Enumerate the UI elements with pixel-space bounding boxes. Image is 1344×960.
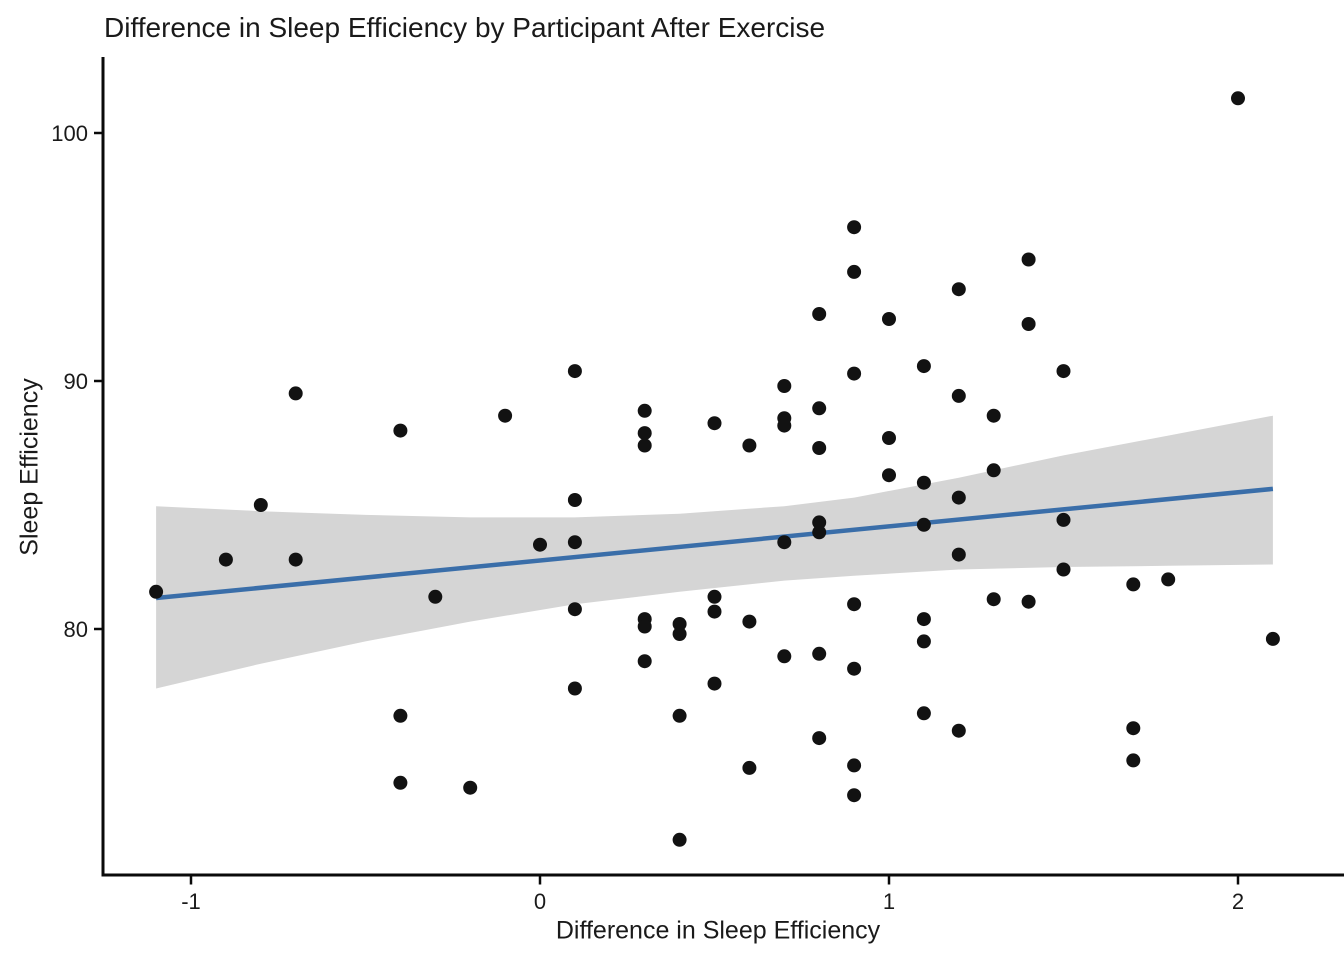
data-point bbox=[637, 654, 652, 669]
data-point bbox=[951, 547, 966, 562]
data-point bbox=[1161, 572, 1176, 587]
data-point bbox=[847, 758, 862, 773]
data-point bbox=[882, 312, 896, 326]
data-point bbox=[1126, 577, 1141, 592]
data-point bbox=[847, 661, 862, 676]
data-point bbox=[707, 416, 722, 431]
data-point bbox=[812, 515, 827, 530]
data-point bbox=[1021, 594, 1036, 609]
data-point bbox=[533, 537, 547, 552]
y-tick-label: 90 bbox=[64, 369, 88, 394]
data-point bbox=[777, 649, 792, 664]
data-point bbox=[567, 364, 582, 379]
data-point bbox=[742, 438, 757, 453]
data-point bbox=[812, 401, 827, 416]
data-point bbox=[986, 408, 1001, 423]
data-point bbox=[777, 418, 792, 433]
data-point bbox=[498, 408, 513, 423]
data-point bbox=[812, 441, 827, 455]
data-point bbox=[951, 490, 966, 505]
data-point bbox=[1265, 631, 1280, 646]
x-tick-label: -1 bbox=[181, 889, 201, 914]
x-tick-label: 1 bbox=[883, 889, 895, 914]
data-point bbox=[742, 760, 757, 775]
data-point bbox=[1126, 721, 1141, 736]
data-point bbox=[742, 614, 757, 629]
data-point bbox=[916, 634, 931, 649]
data-point bbox=[812, 731, 827, 746]
data-point bbox=[986, 592, 1001, 607]
data-point bbox=[951, 723, 966, 738]
x-tick-label: 2 bbox=[1232, 889, 1244, 914]
data-point bbox=[672, 832, 687, 847]
data-point bbox=[672, 708, 687, 723]
data-point bbox=[637, 619, 652, 634]
data-point bbox=[637, 426, 652, 441]
data-point bbox=[637, 438, 652, 453]
data-point bbox=[1021, 252, 1036, 267]
data-point bbox=[1231, 91, 1245, 106]
data-point bbox=[777, 535, 792, 550]
regression-line bbox=[155, 486, 1274, 601]
data-point bbox=[288, 552, 303, 567]
data-point bbox=[1056, 364, 1071, 379]
x-tick-label: 0 bbox=[534, 889, 546, 914]
data-point bbox=[916, 517, 931, 532]
data-point bbox=[1126, 753, 1141, 768]
data-point bbox=[916, 706, 931, 721]
data-point bbox=[916, 475, 931, 490]
data-point bbox=[672, 617, 687, 631]
data-point bbox=[288, 386, 303, 401]
data-point bbox=[777, 379, 792, 393]
data-point bbox=[707, 604, 722, 619]
y-tick-label: 80 bbox=[64, 617, 88, 642]
chart-title: Difference in Sleep Efficiency by Partic… bbox=[104, 12, 826, 43]
data-point bbox=[986, 463, 1001, 478]
data-point bbox=[916, 359, 931, 374]
data-point bbox=[567, 535, 582, 550]
data-point bbox=[812, 525, 827, 540]
data-point bbox=[463, 780, 478, 795]
data-point bbox=[218, 552, 233, 567]
data-point bbox=[1056, 512, 1071, 527]
confidence-band bbox=[156, 415, 1273, 689]
data-point bbox=[672, 627, 687, 641]
data-point bbox=[567, 681, 582, 696]
data-point bbox=[916, 612, 931, 627]
data-point bbox=[707, 589, 722, 604]
data-point bbox=[393, 775, 408, 790]
data-point bbox=[847, 597, 862, 612]
data-point bbox=[812, 646, 827, 661]
data-point bbox=[847, 220, 862, 235]
data-point bbox=[637, 403, 652, 418]
data-point bbox=[567, 493, 582, 507]
data-point bbox=[393, 423, 408, 438]
data-point bbox=[951, 388, 966, 403]
data-point bbox=[812, 307, 827, 321]
data-point bbox=[847, 366, 862, 381]
data-point bbox=[847, 788, 862, 803]
x-axis-title: Difference in Sleep Efficiency bbox=[555, 916, 881, 945]
data-point bbox=[951, 282, 966, 297]
data-point bbox=[567, 602, 582, 617]
data-point bbox=[393, 708, 408, 723]
data-point bbox=[847, 264, 862, 279]
data-point bbox=[253, 498, 268, 512]
data-point bbox=[428, 589, 443, 604]
data-point bbox=[707, 676, 722, 691]
data-point bbox=[149, 584, 164, 599]
data-point bbox=[1021, 317, 1036, 331]
data-point bbox=[882, 431, 896, 445]
data-point bbox=[1056, 562, 1071, 577]
y-tick-label: 100 bbox=[51, 121, 88, 146]
data-point bbox=[882, 468, 896, 483]
